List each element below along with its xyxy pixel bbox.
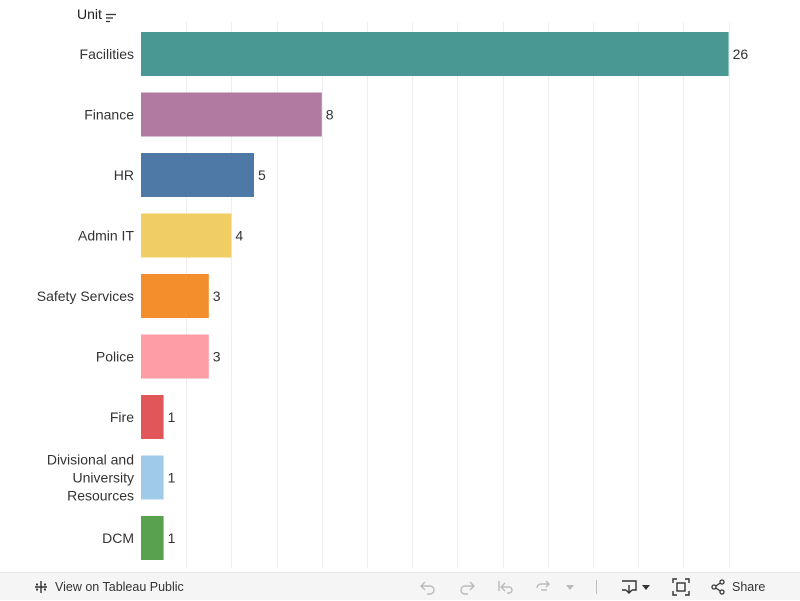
caret-down-icon [565,579,575,595]
sort-icon[interactable] [105,10,116,23]
category-label[interactable]: Finance [84,107,134,123]
revert-button[interactable] [497,573,515,601]
fullscreen-icon [672,578,690,596]
category-label[interactable]: Admin IT [78,228,134,244]
bar-6[interactable] [141,395,164,439]
refresh-dropdown-button[interactable] [565,573,575,601]
axis-title-unit[interactable]: Unit [77,6,116,23]
bar-7[interactable] [141,455,164,500]
axis-title-text: Unit [77,6,102,22]
chart-area: Unit 26 Facilities 8 Finance 5 HR 4 Admin IT 3 Sa… [37,6,749,568]
bar-5[interactable] [141,334,209,379]
category-label-line: Police [96,349,134,365]
view-on-tableau-label: View on Tableau Public [55,580,184,594]
category-label-line: Facilities [80,46,134,62]
category-label-line: Finance [84,107,134,123]
data-label: 1 [168,409,176,425]
bar-1[interactable] [141,92,322,137]
toolbar-divider [596,580,597,594]
category-label-line: Safety Services [37,288,134,304]
caret-down-icon [641,579,651,595]
bar-3[interactable] [141,213,232,258]
data-label: 1 [168,530,176,546]
download-icon [620,579,638,595]
refresh-button[interactable] [535,573,553,601]
revert-icon [497,579,515,595]
category-label[interactable]: Police [96,349,134,365]
category-label[interactable]: DCM [102,530,134,546]
category-label-line: Fire [110,409,134,425]
data-label: 4 [235,228,243,244]
data-label: 5 [258,167,266,183]
redo-button[interactable] [458,573,476,601]
category-label-line: Divisional and [47,452,134,468]
category-label-line: University [73,470,134,486]
bar-8[interactable] [141,516,164,560]
share-icon [710,579,726,595]
redo-icon [458,579,476,595]
category-label[interactable]: Safety Services [37,288,134,304]
share-button[interactable]: Share [710,573,765,601]
view-on-tableau-public-link[interactable]: View on Tableau Public [33,573,184,601]
toolbar: View on Tableau Public [0,572,800,600]
download-button[interactable] [620,573,638,601]
category-label[interactable]: HR [114,167,134,183]
bar-4[interactable] [141,274,209,318]
undo-icon [419,579,437,595]
category-label[interactable]: Fire [110,409,134,425]
bar-0[interactable] [141,32,729,76]
category-label-line: HR [114,167,134,183]
share-label: Share [732,580,766,594]
category-label-line: Resources [67,488,134,504]
category-label-line: DCM [102,530,134,546]
data-label: 26 [733,46,749,62]
category-label[interactable]: Facilities [80,46,134,62]
tableau-logo-icon [33,579,49,595]
download-dropdown-button[interactable] [641,573,651,601]
full-screen-button[interactable] [672,573,690,601]
bar-2[interactable] [141,153,254,197]
data-label: 3 [213,349,221,365]
category-label-line: Admin IT [78,228,134,244]
data-label: 3 [213,288,221,304]
refresh-icon [535,579,553,595]
data-label: 8 [326,107,334,123]
bar-chart: 26 Facilities 8 Finance 5 HR 4 Admin IT 3 Safety … [37,22,749,568]
category-label[interactable]: Divisional and University Resources [47,452,134,504]
data-label: 1 [168,470,176,486]
undo-button[interactable] [419,573,437,601]
